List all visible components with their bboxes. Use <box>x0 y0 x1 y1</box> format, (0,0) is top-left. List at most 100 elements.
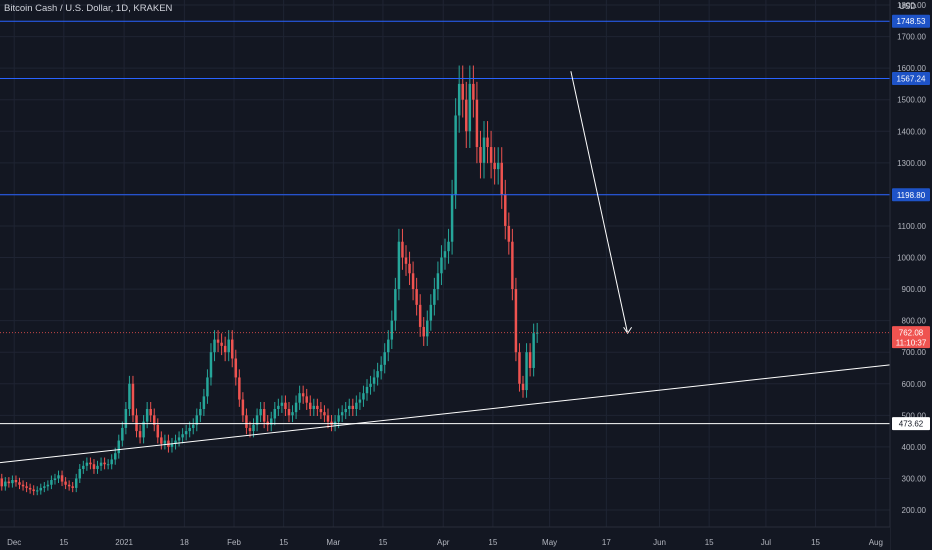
candle-body <box>429 304 433 321</box>
candle-body <box>365 386 369 394</box>
price-level-label[interactable]: 1567.24 <box>892 71 930 85</box>
candle-body <box>525 352 528 391</box>
candle-body <box>0 478 4 487</box>
price-level-label[interactable]: 1748.53 <box>892 14 930 28</box>
candle <box>106 459 110 470</box>
candle <box>426 310 429 346</box>
candle-body <box>85 462 89 466</box>
candle <box>252 418 255 438</box>
candle-body <box>454 115 457 195</box>
candle <box>383 343 386 374</box>
candle <box>92 459 96 474</box>
candle <box>422 317 425 346</box>
candle-body <box>411 273 415 290</box>
candle-body <box>213 339 216 353</box>
candle-body <box>117 440 121 454</box>
candle-body <box>291 412 294 416</box>
candle <box>199 401 202 423</box>
candle-body <box>78 468 82 479</box>
candle <box>7 477 11 488</box>
candle <box>418 294 422 337</box>
candle <box>301 385 305 404</box>
candle-body <box>433 289 436 305</box>
candle <box>514 277 518 362</box>
candle <box>394 277 397 331</box>
candle-body <box>418 304 422 327</box>
candle-body <box>32 489 35 492</box>
candle-body <box>504 194 507 226</box>
candle-body <box>532 333 535 368</box>
candle <box>521 375 525 398</box>
candle-body <box>355 402 358 409</box>
price-axis[interactable]: 200.00 300.00 400.00 500.00 600.00 700.00 800.… <box>889 0 932 550</box>
candle <box>369 375 372 395</box>
candle <box>472 65 475 118</box>
candle-body <box>397 241 401 290</box>
x-tick-label: Feb <box>227 538 241 547</box>
candle <box>39 483 43 495</box>
price-level-label-text: 1567.24 <box>897 74 926 83</box>
x-tick-label: 15 <box>811 538 820 547</box>
candle-body <box>472 83 475 100</box>
x-tick-label: Mar <box>326 538 340 547</box>
candle-body <box>422 326 425 337</box>
x-tick-label: 17 <box>602 538 611 547</box>
y-tick-label: 500.00 <box>902 411 927 420</box>
candle-body <box>535 332 539 334</box>
y-tick-label: 400.00 <box>902 443 927 452</box>
candle <box>475 81 479 164</box>
price-level-label-text: 1748.53 <box>897 17 926 26</box>
x-tick-label: Jun <box>653 538 666 547</box>
candle <box>511 228 514 301</box>
candle <box>294 395 298 420</box>
x-tick-label: 15 <box>705 538 714 547</box>
candle-body <box>436 273 440 290</box>
x-tick-label: 15 <box>378 538 387 547</box>
candle-countdown: 11:10:37 <box>896 339 927 348</box>
candle-body <box>149 409 152 416</box>
candle <box>465 81 468 148</box>
candle <box>195 408 199 432</box>
candle-body <box>28 487 32 490</box>
trendline[interactable] <box>570 71 629 334</box>
candle <box>316 398 319 417</box>
candle <box>121 421 124 447</box>
candle <box>32 485 35 496</box>
x-tick-label: May <box>542 538 557 547</box>
candle <box>365 379 369 401</box>
candle <box>14 475 18 487</box>
candle <box>227 330 230 362</box>
candle <box>518 343 521 392</box>
candle-body <box>316 405 319 409</box>
candle <box>89 457 92 470</box>
candle <box>305 388 308 410</box>
candle-body <box>426 320 429 337</box>
candle <box>291 405 294 423</box>
trendline[interactable] <box>0 364 891 464</box>
candle-body <box>390 320 394 340</box>
candle-body <box>514 289 518 353</box>
candle <box>188 421 191 438</box>
candle-body <box>337 415 340 422</box>
candle <box>312 398 316 417</box>
candle <box>351 398 355 417</box>
price-level-label[interactable]: 1198.80 <box>892 188 930 202</box>
candle-body <box>74 478 78 488</box>
candle-body <box>131 383 135 416</box>
candle <box>138 424 142 444</box>
candle <box>284 395 287 417</box>
time-axis[interactable]: Dec 15 2021 18 Feb 15 Mar 15 Apr 15 May 17 Jun 15 Jul 1… <box>0 526 890 550</box>
candle <box>408 251 411 286</box>
symbol-title[interactable]: Bitcoin Cash / U.S. Dollar, 1D, KRAKEN <box>4 3 173 14</box>
candle-body <box>71 486 74 488</box>
candle-body <box>415 289 418 305</box>
candle <box>259 401 262 423</box>
x-tick-label: 18 <box>180 538 189 547</box>
candle-body <box>170 443 174 447</box>
candle <box>67 480 71 491</box>
candle-body <box>387 339 390 353</box>
candle-body <box>248 427 252 432</box>
price-level-label[interactable]: 473.62 <box>892 417 930 431</box>
